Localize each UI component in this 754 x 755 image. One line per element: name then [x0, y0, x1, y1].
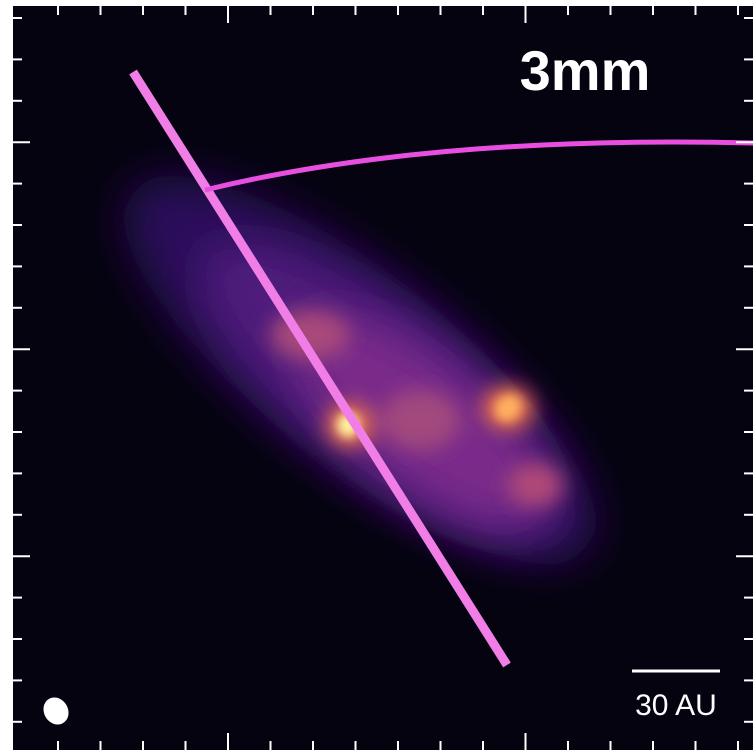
scale-label: 30 AU [635, 689, 717, 722]
image-panel: 30 AU 3mm [0, 0, 754, 755]
band-label: 3mm [520, 39, 651, 102]
